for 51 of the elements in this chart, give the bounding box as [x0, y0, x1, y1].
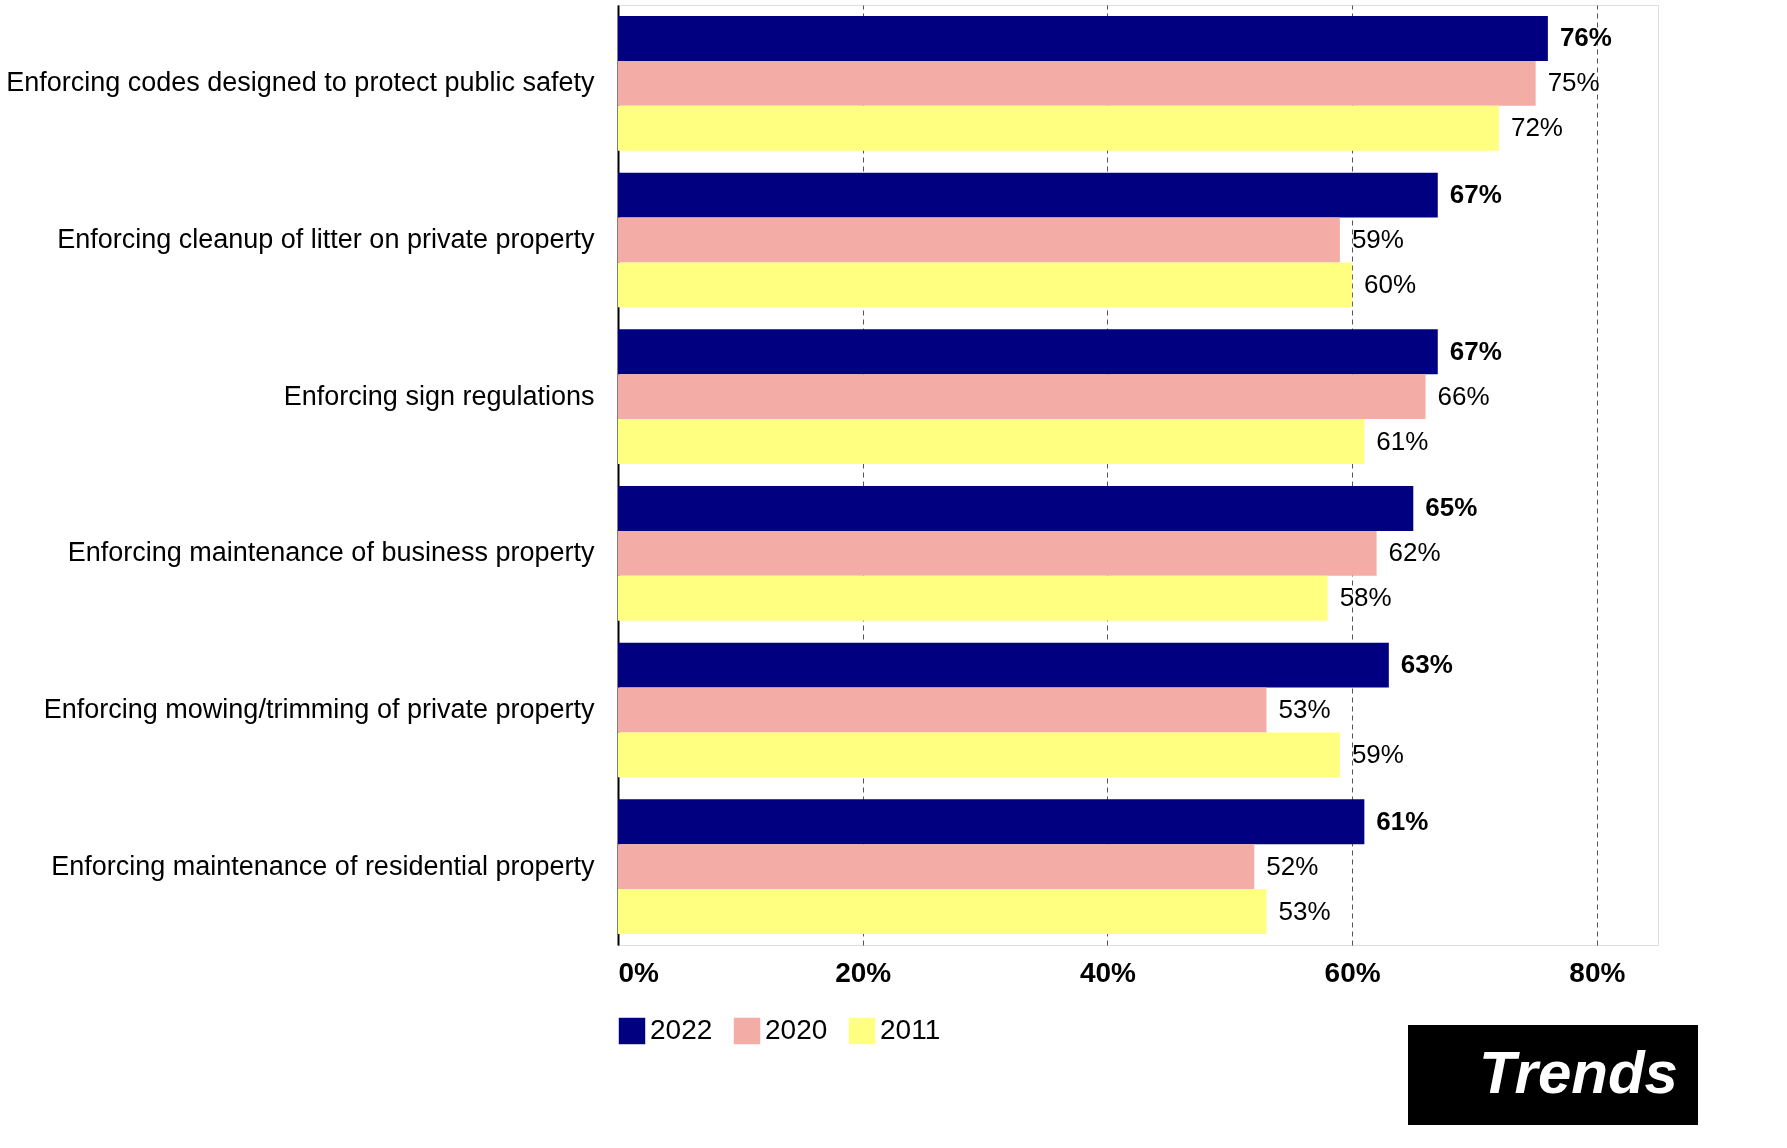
bar — [618, 15, 1548, 61]
bar — [618, 262, 1353, 308]
data-label: 65% — [1425, 492, 1478, 523]
x-tick-label: 60% — [1324, 956, 1381, 988]
bar — [618, 329, 1438, 375]
data-label: 75% — [1547, 67, 1600, 98]
bar — [618, 419, 1365, 465]
legend-label: 2020 — [765, 1014, 828, 1045]
data-label: 72% — [1510, 112, 1563, 143]
data-label: 53% — [1278, 694, 1331, 724]
x-tick-label: 20% — [835, 956, 892, 988]
x-tick-label: 0% — [618, 956, 660, 988]
bar — [618, 799, 1365, 845]
bar — [618, 844, 1255, 890]
data-label: 58% — [1339, 582, 1392, 613]
data-label: 63% — [1400, 649, 1453, 680]
y-tick-label: Enforcing codes designed to protect public safety — [6, 67, 595, 98]
data-label: 59% — [1351, 738, 1404, 769]
data-label: 59% — [1351, 224, 1404, 254]
data-label: 67% — [1449, 335, 1502, 366]
y-tick-label: Enforcing sign regulations — [283, 380, 595, 411]
data-label: 60% — [1364, 268, 1417, 299]
y-tick-label: Enforcing mowing/trimming of private property — [43, 694, 595, 724]
y-tick-label: Enforcing maintenance of residential property — [51, 850, 595, 881]
bar — [618, 485, 1414, 531]
legend-label: 2022 — [650, 1014, 713, 1045]
y-tick-label: Enforcing cleanup of litter on private property — [57, 224, 595, 254]
y-tick-label: Enforcing maintenance of business property — [67, 537, 595, 568]
bar — [618, 575, 1328, 621]
bar — [618, 172, 1438, 218]
bar — [618, 732, 1340, 778]
bar — [618, 105, 1499, 151]
data-label: 67% — [1449, 179, 1502, 210]
data-label: 76% — [1559, 22, 1612, 53]
data-label: 53% — [1278, 895, 1331, 926]
bar — [618, 642, 1389, 688]
bar — [618, 217, 1340, 263]
bar — [618, 60, 1536, 106]
bar — [618, 687, 1267, 733]
data-label: 62% — [1388, 537, 1441, 568]
data-label: 52% — [1266, 850, 1319, 881]
text: Trends — [1479, 1039, 1678, 1106]
legend-label: 2011 — [880, 1014, 941, 1045]
bar — [618, 889, 1267, 935]
data-label: 61% — [1376, 425, 1429, 456]
data-label: 61% — [1376, 805, 1429, 836]
data-label: 66% — [1437, 380, 1490, 411]
bar — [618, 374, 1426, 420]
x-tick-label: 80% — [1569, 956, 1626, 988]
bar — [618, 530, 1377, 576]
x-tick-label: 40% — [1079, 956, 1137, 988]
